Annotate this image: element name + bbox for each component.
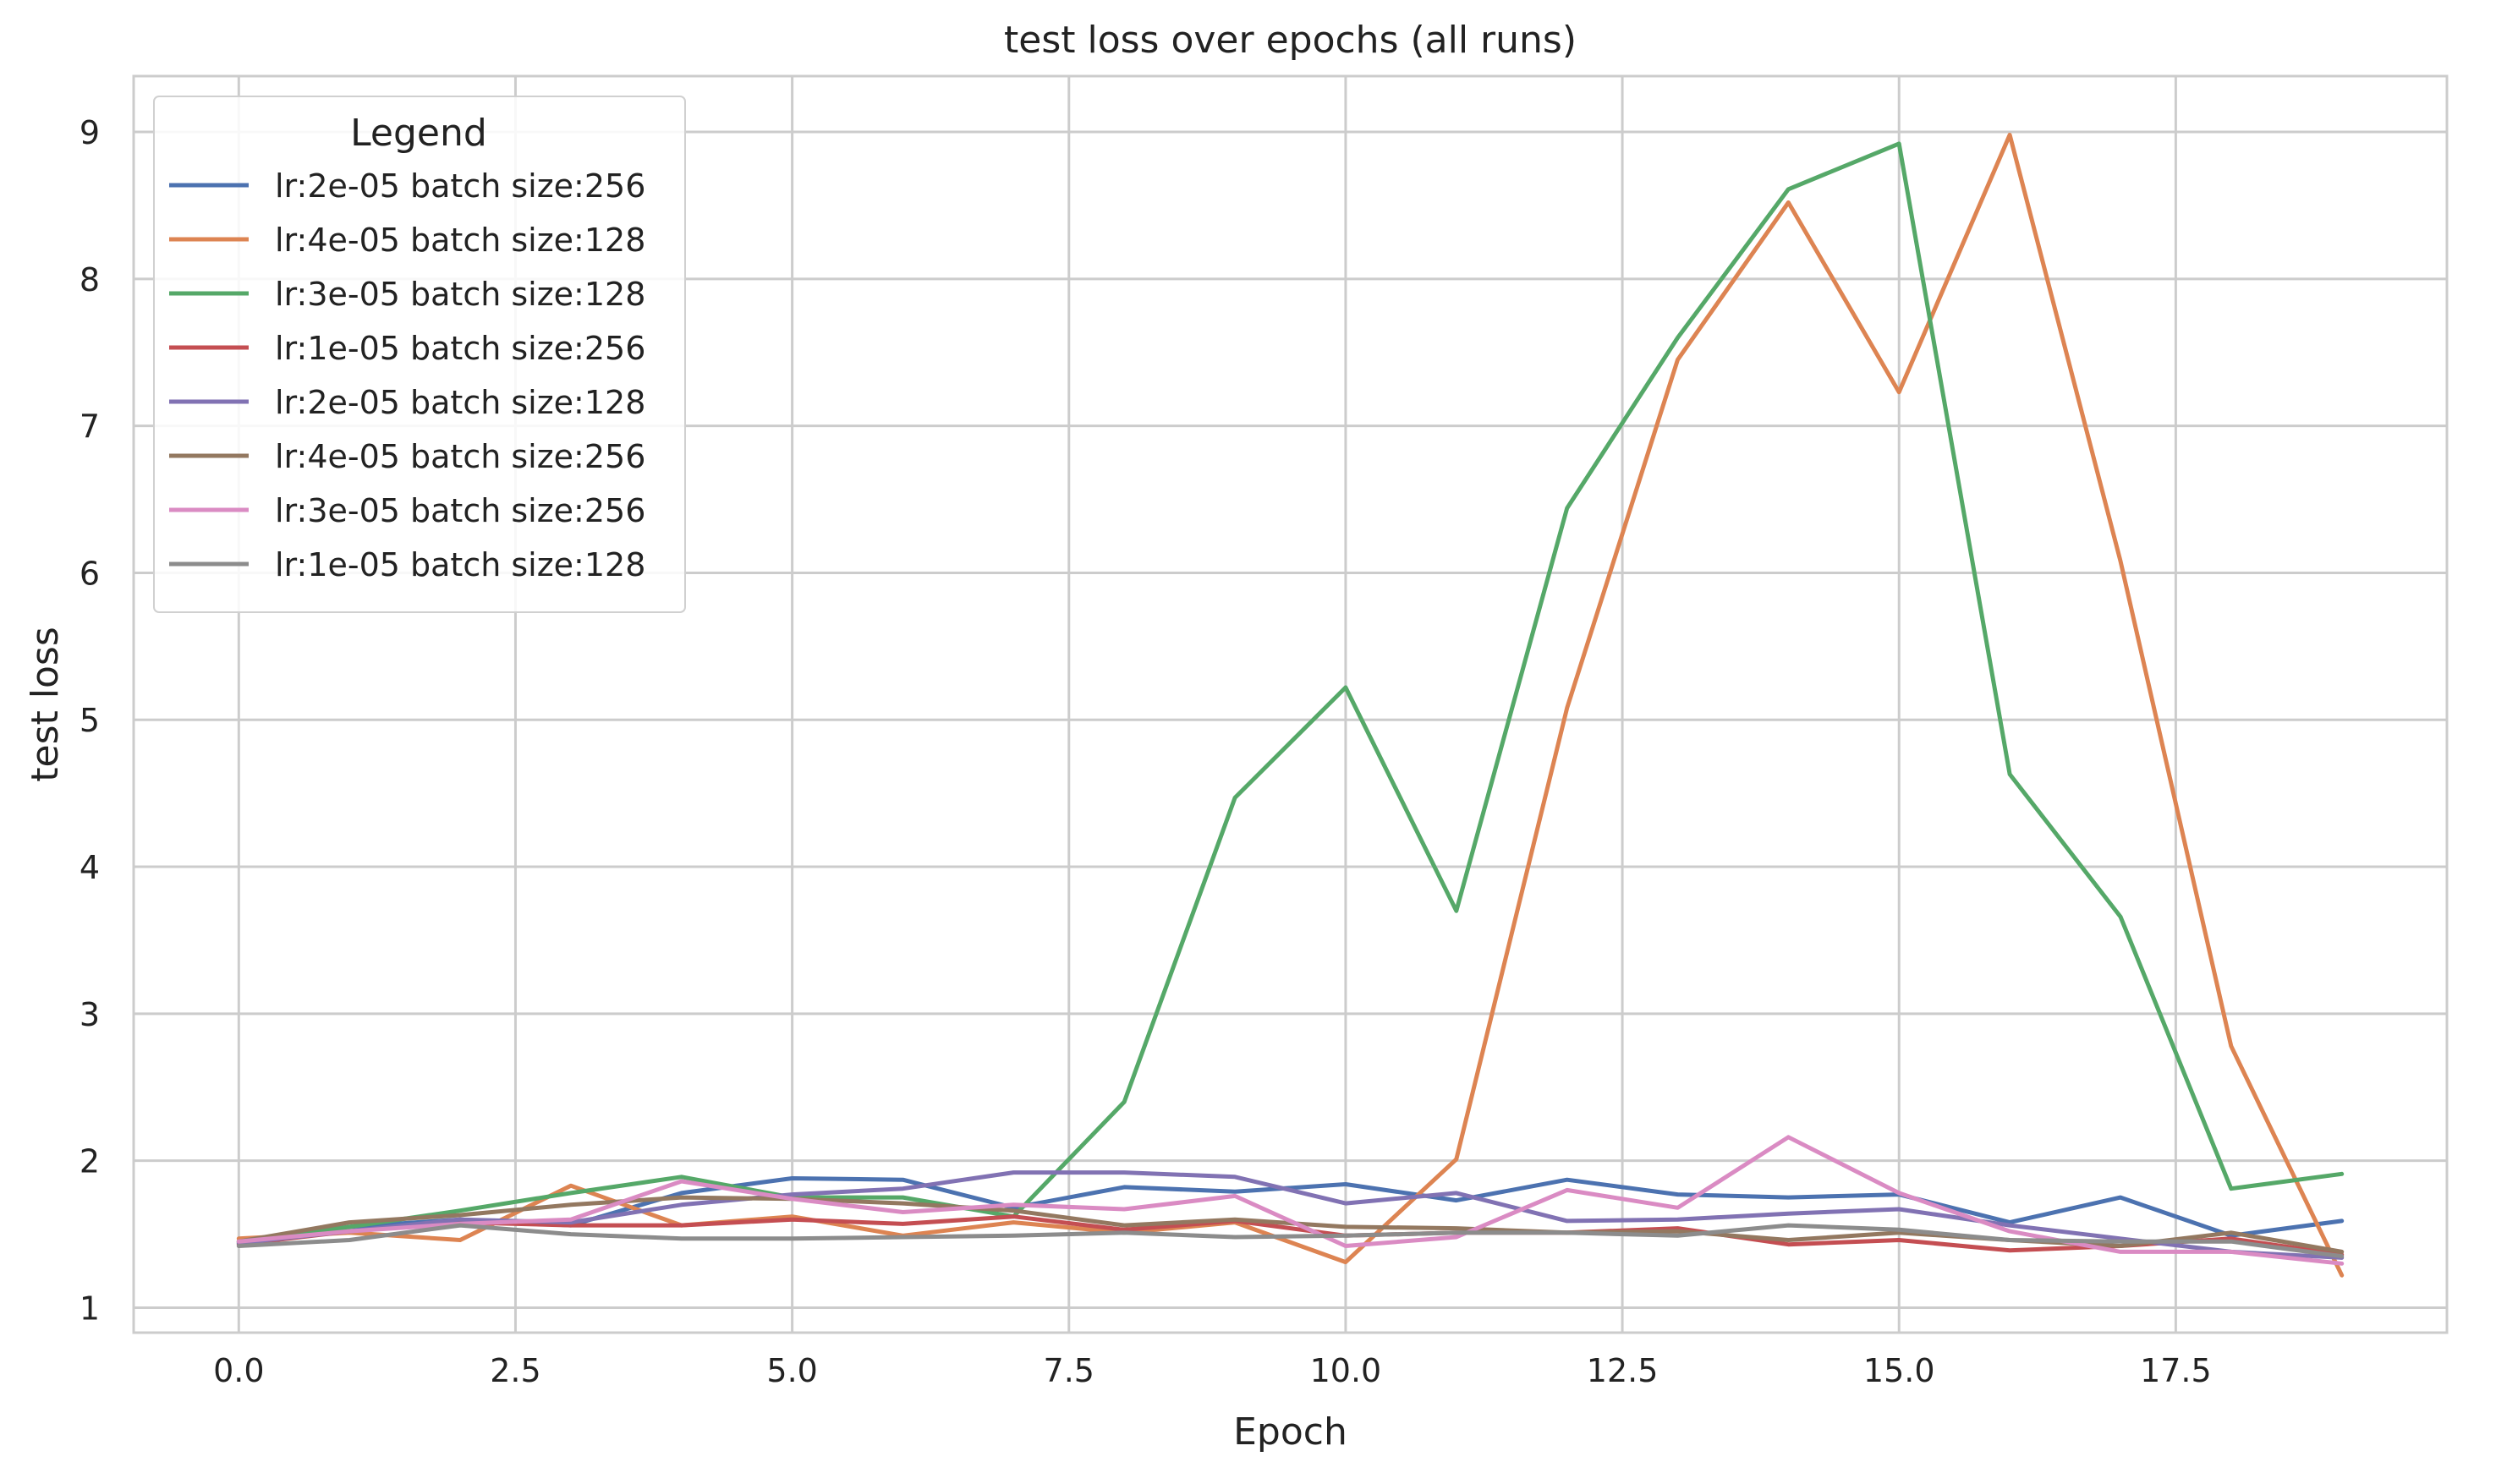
grid [134, 76, 2447, 1333]
y-tick-label: 6 [80, 555, 100, 592]
legend-label-2: lr:4e-05 batch size:128 [275, 222, 645, 259]
series-lines [236, 133, 2345, 1278]
x-tick-label: 5.0 [766, 1352, 817, 1389]
legend-label-7: lr:3e-05 batch size:256 [275, 492, 645, 529]
x-tick-label: 10.0 [1310, 1352, 1382, 1389]
y-tick-label: 9 [80, 114, 100, 151]
series-line-7 [236, 1135, 2345, 1266]
series-line-4 [236, 1214, 2345, 1257]
y-tick-label: 7 [80, 408, 100, 446]
legend-label-8: lr:1e-05 batch size:128 [275, 546, 645, 583]
x-tick-label: 12.5 [1587, 1352, 1659, 1389]
x-tick-label: 15.0 [1863, 1352, 1935, 1389]
legend-label-5: lr:2e-05 batch size:128 [275, 384, 645, 421]
x-tick-label: 2.5 [490, 1352, 540, 1389]
series-line-5 [236, 1170, 2345, 1260]
legend: Legend lr:2e-05 batch size:256 lr:4e-05 b… [153, 96, 686, 613]
legend-label-3: lr:3e-05 batch size:128 [275, 276, 645, 313]
y-axis-label: test loss [24, 627, 67, 781]
legend-box [153, 96, 686, 613]
y-tick-label: 1 [80, 1290, 100, 1327]
chart-title: test loss over epochs (all runs) [1004, 19, 1577, 62]
legend-label-4: lr:1e-05 batch size:256 [275, 330, 645, 367]
x-axis-label: Epoch [1233, 1410, 1347, 1454]
y-tick-label: 3 [80, 996, 100, 1033]
plot-frame [132, 74, 2449, 1334]
tick-labels: 0.0 2.5 5.0 7.5 10.0 12.5 15.0 17.5 1 2 3 4 5 6 7 8 9 [80, 114, 2212, 1389]
legend-title: Legend [350, 112, 487, 155]
y-tick-label: 2 [80, 1143, 100, 1180]
y-tick-label: 4 [80, 849, 100, 886]
x-tick-label: 7.5 [1044, 1352, 1094, 1389]
x-tick-label: 0.0 [213, 1352, 264, 1389]
legend-label-6: lr:4e-05 batch size:256 [275, 438, 645, 475]
y-tick-label: 5 [80, 702, 100, 739]
legend-label-1: lr:2e-05 batch size:256 [275, 167, 645, 205]
y-tick-label: 8 [80, 261, 100, 298]
legend-entries: lr:2e-05 batch size:256 lr:4e-05 batch si… [169, 167, 645, 583]
series-line-8 [236, 1223, 2345, 1259]
x-tick-label: 17.5 [2140, 1352, 2212, 1389]
series-line-3 [236, 141, 2345, 1246]
